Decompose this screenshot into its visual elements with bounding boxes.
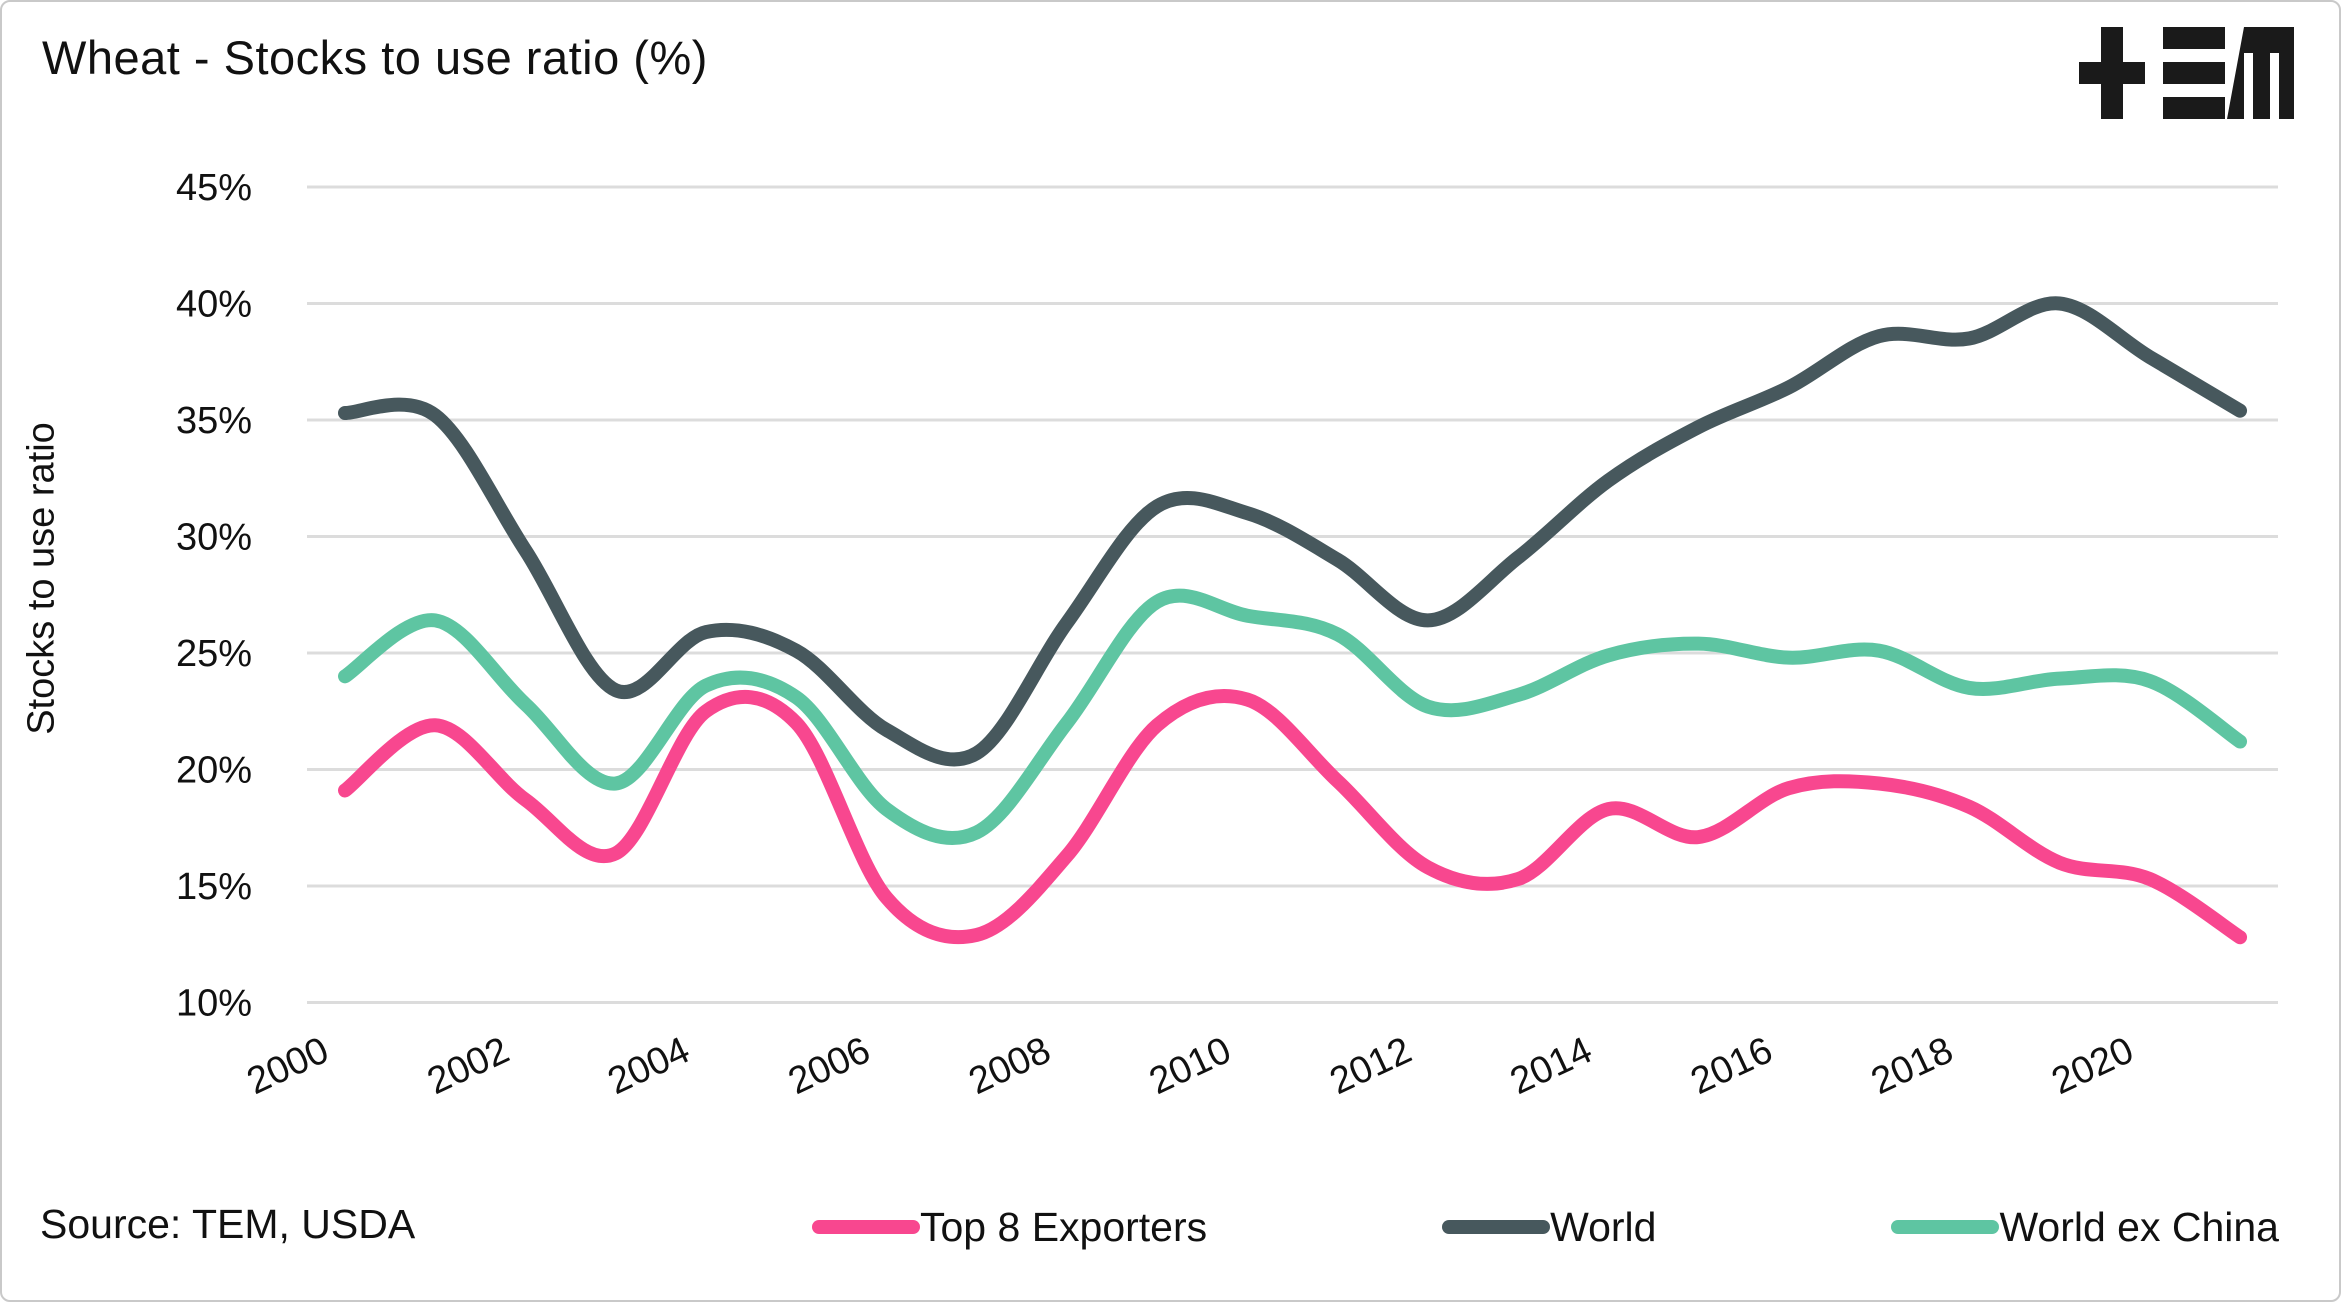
legend-label: World ex China (1999, 1203, 2279, 1250)
y-tick-label-30: 30% (176, 517, 252, 559)
series-line-top-8-exporters (338, 689, 2248, 945)
x-tick-label-2006: 2006 (782, 1029, 876, 1103)
y-tick-label-35: 35% (176, 400, 252, 442)
series-line-world (338, 296, 2248, 767)
x-tick-label-2002: 2002 (421, 1029, 515, 1103)
series-line-world-ex-china (338, 588, 2248, 846)
x-tick-label-2004: 2004 (602, 1029, 696, 1103)
legend-swatch-icon (812, 1220, 920, 1234)
x-tick-label-2008: 2008 (963, 1029, 1057, 1103)
y-tick-label-10: 10% (176, 983, 252, 1025)
legend-swatch-icon (1891, 1220, 2000, 1234)
y-tick-label-20: 20% (176, 750, 252, 792)
x-tick-label-2020: 2020 (2046, 1029, 2140, 1103)
y-tick-label-45: 45% (176, 167, 252, 209)
y-tick-label-40: 40% (176, 284, 252, 326)
legend-label: Top 8 Exporters (920, 1203, 1208, 1250)
tem-logo (2079, 27, 2294, 119)
y-tick-label-25: 25% (176, 633, 252, 675)
legend-swatch-icon (1442, 1220, 1551, 1234)
legend: Top 8 Exporters World World ex China (812, 1187, 2279, 1267)
x-tick-label-2012: 2012 (1324, 1029, 1418, 1103)
legend-item-top-8-exporters[interactable]: Top 8 Exporters (812, 1204, 1207, 1251)
source-note: Source: TEM, USDA (40, 1201, 416, 1247)
tem-logo-glyph (2079, 27, 2294, 119)
x-tick-label-2000: 2000 (241, 1029, 335, 1103)
x-tick-label-2014: 2014 (1504, 1029, 1598, 1103)
legend-item-world[interactable]: World (1442, 1204, 1656, 1251)
x-tick-label-2010: 2010 (1143, 1029, 1237, 1103)
legend-label: World (1550, 1203, 1657, 1250)
y-tick-label-15: 15% (176, 866, 252, 908)
x-tick-label-2016: 2016 (1685, 1029, 1779, 1103)
chart-footer: Source: TEM, USDA Top 8 Exporters World Wo… (2, 1187, 2339, 1267)
x-tick-label-2018: 2018 (1865, 1029, 1959, 1103)
chart-title: Wheat - Stocks to use ratio (%) (42, 31, 708, 84)
legend-item-world-ex-china[interactable]: World ex China (1891, 1204, 2279, 1251)
